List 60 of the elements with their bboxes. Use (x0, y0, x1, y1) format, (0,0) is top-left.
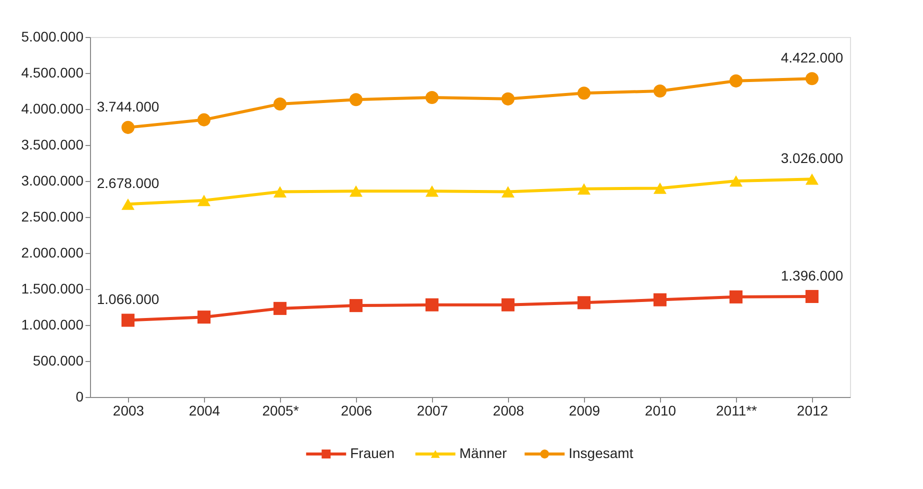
point (501, 298, 515, 312)
point (425, 90, 439, 104)
x-tick-label: 2003 (112, 402, 144, 418)
y-tick-label: 3.500.000 (21, 136, 84, 152)
point (501, 186, 515, 198)
x-tick-label: 2008 (492, 402, 524, 418)
x-tick-label: 2007 (416, 402, 448, 418)
point (729, 175, 743, 187)
y-tick-label: 1.000.000 (21, 316, 84, 332)
y-tick-label: 2.500.000 (21, 208, 84, 224)
y-tick-label: 0 (76, 388, 84, 404)
x-tick-label: 2011** (716, 402, 758, 418)
point (425, 185, 439, 197)
data-label: 1.066.000 (96, 291, 160, 308)
point (653, 182, 667, 194)
x-tick-label: 2009 (568, 402, 600, 418)
x-tick-label: 2005* (262, 402, 300, 418)
legend-label: Frauen (350, 445, 394, 461)
y-tick-label: 3.000.000 (21, 172, 84, 188)
point (729, 74, 743, 88)
point (805, 290, 819, 304)
point (349, 299, 363, 312)
y-tick-label: 1.500.000 (21, 280, 84, 296)
legend-label: Männer (459, 445, 508, 461)
x-tick-label: 2012 (796, 402, 828, 418)
y-tick-label: 2.000.000 (21, 244, 84, 260)
data-label: 4.422.000 (780, 50, 844, 66)
x-tick-label: 2010 (644, 402, 676, 418)
point (121, 120, 135, 134)
data-label: 2.678.000 (96, 175, 160, 192)
point (729, 290, 743, 304)
point (121, 198, 135, 210)
point (653, 293, 667, 306)
y-tick-label: 500.000 (32, 352, 84, 368)
point (805, 72, 819, 86)
point (653, 84, 667, 98)
point (425, 298, 439, 312)
point (197, 113, 211, 126)
y-tick-label: 4.500.000 (21, 64, 84, 80)
point (501, 92, 515, 106)
point (577, 86, 591, 100)
point (577, 183, 591, 195)
point (805, 173, 819, 185)
point (577, 296, 591, 310)
point (197, 194, 211, 206)
data-label: 3.744.000 (96, 98, 160, 114)
point (349, 185, 363, 197)
legend-label: Insgesamt (568, 445, 634, 461)
point (273, 302, 287, 315)
point (121, 314, 135, 327)
point (197, 310, 211, 324)
y-tick-label: 5.000.000 (21, 28, 84, 44)
point (273, 186, 287, 198)
data-label: 1.396.000 (780, 267, 844, 284)
x-tick-label: 2004 (188, 402, 220, 418)
y-tick-label: 4.000.000 (21, 100, 84, 116)
point (273, 97, 287, 110)
point (349, 93, 363, 106)
x-tick-label: 2006 (340, 402, 372, 418)
data-label: 3.026.000 (780, 150, 844, 166)
